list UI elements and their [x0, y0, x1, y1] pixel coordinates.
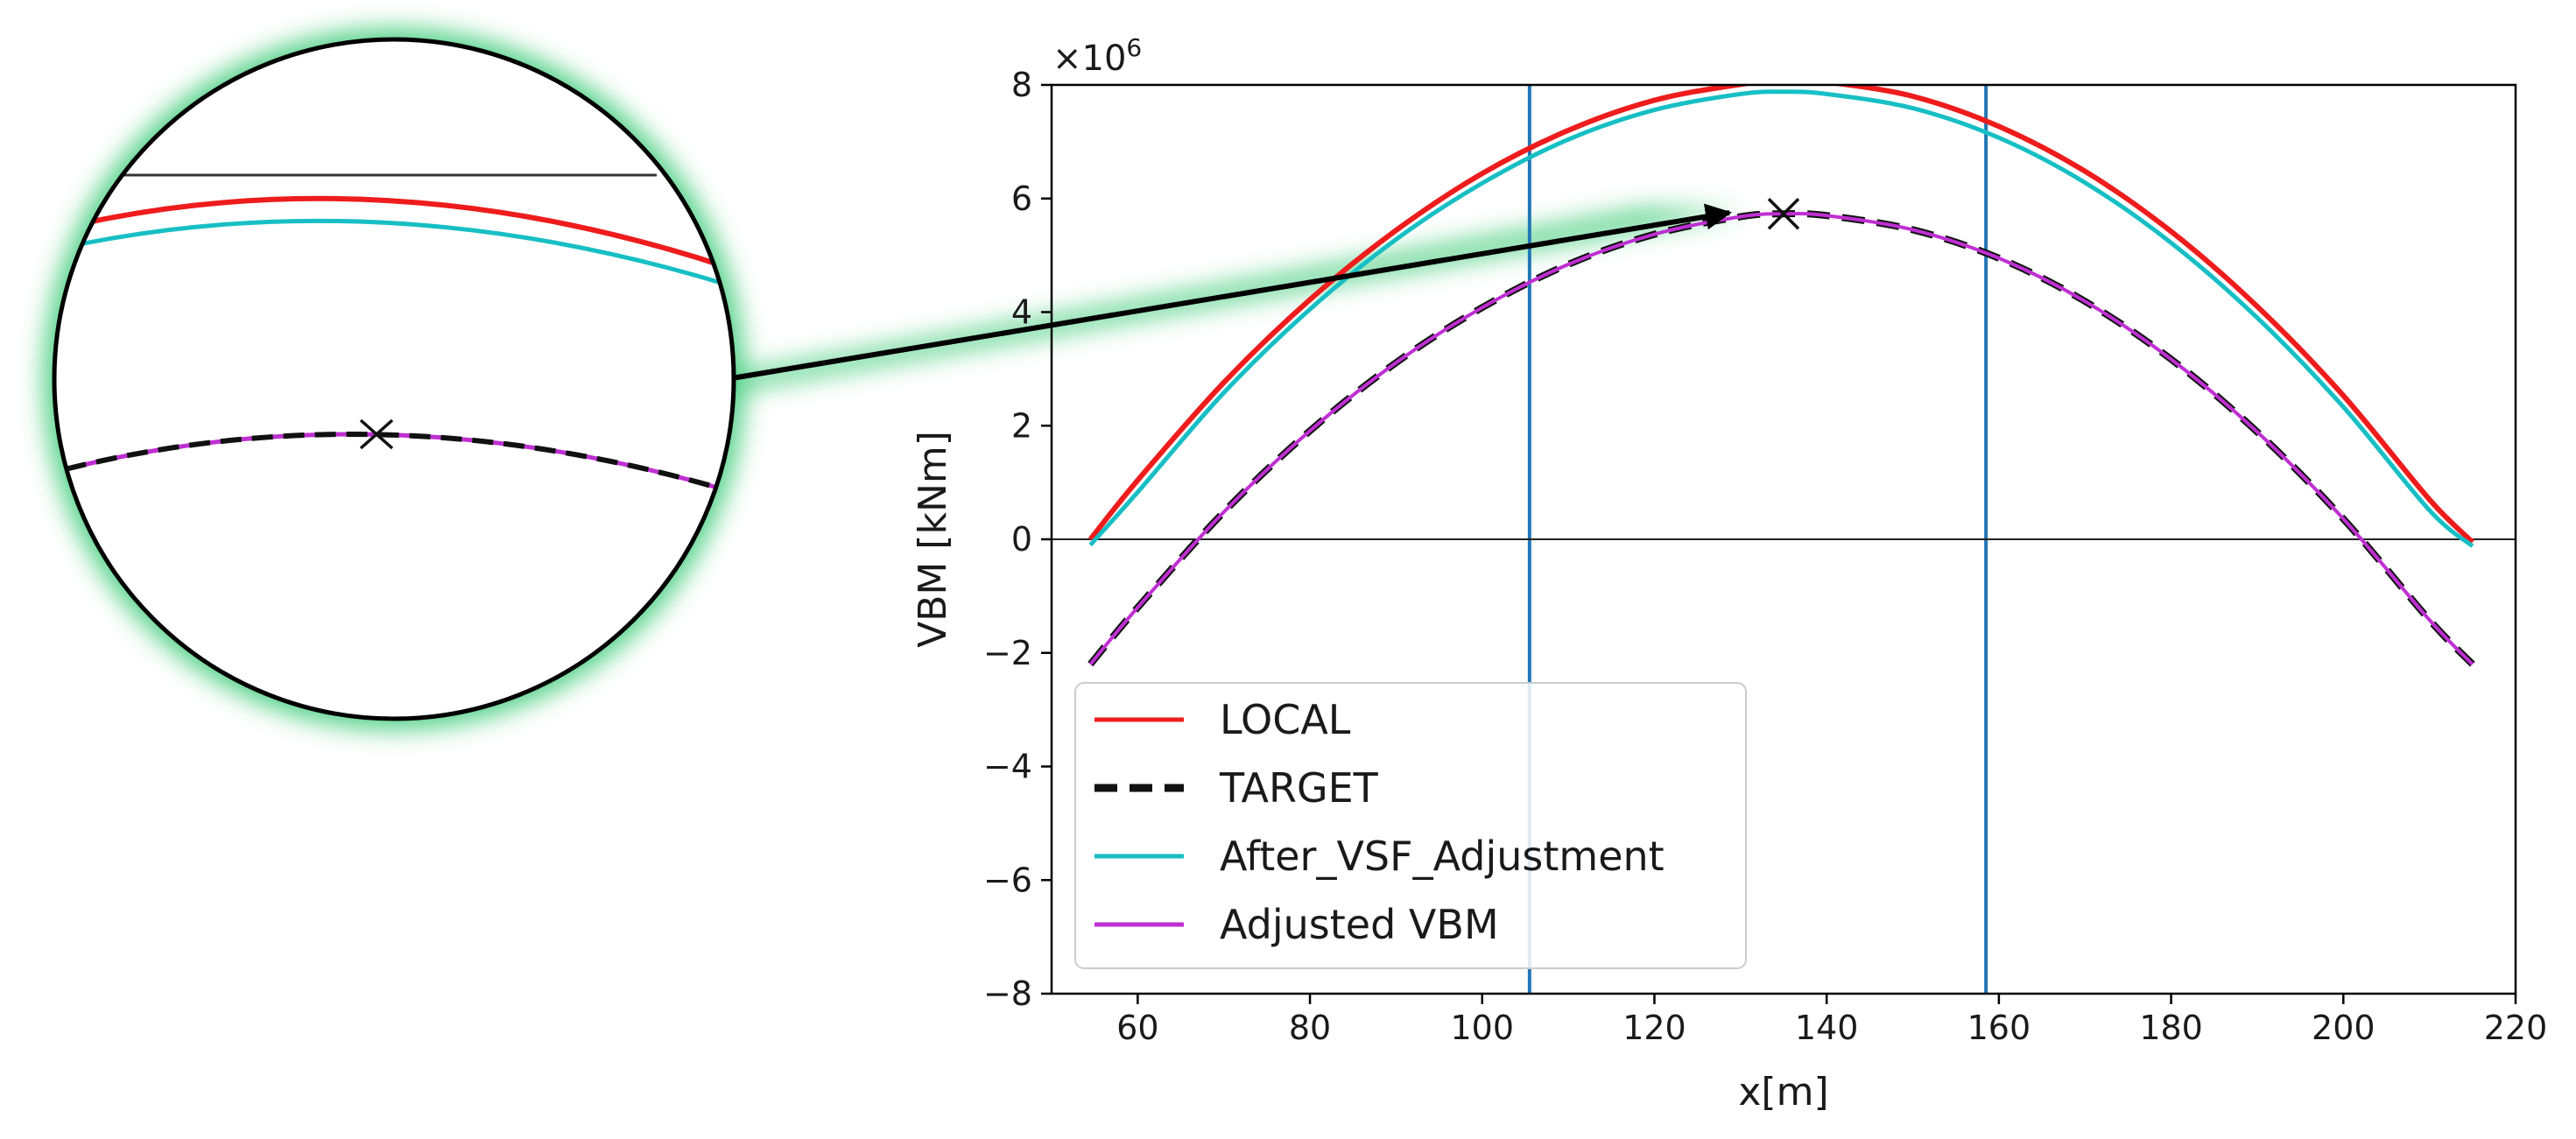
y-multiplier-exponent: 6 — [1126, 33, 1142, 62]
x-tick-label-80: 80 — [1289, 1009, 1331, 1047]
zoom-x-marker — [359, 418, 394, 450]
x-tick-label-220: 220 — [2484, 1009, 2548, 1047]
y-tick-label--6: −6 — [983, 861, 1032, 899]
x-tick-label-100: 100 — [1450, 1009, 1514, 1047]
x-tick-label-140: 140 — [1795, 1009, 1859, 1047]
zoom-after-vsf-curve — [54, 218, 728, 287]
legend-label-4: Adjusted VBM — [1220, 901, 1499, 948]
y-multiplier-label: ×106 — [1052, 33, 1142, 79]
x-tick-label-200: 200 — [2312, 1009, 2375, 1047]
series-after-vsf-adjustment — [1088, 89, 2474, 548]
legend-label-2: TARGET — [1219, 764, 1379, 812]
y-tick-label--4: −4 — [983, 748, 1032, 786]
y-axis-label: VBM [kNm] — [911, 431, 955, 648]
x-tick-label-180: 180 — [2139, 1009, 2203, 1047]
legend-box — [1074, 682, 1747, 969]
peak-x-marker — [1767, 198, 1800, 230]
y-axis-ticks: −8 −6 −4 −2 0 2 4 6 8 — [983, 66, 1052, 1013]
legend-label-1: LOCAL — [1220, 696, 1351, 743]
y-tick-label--2: −2 — [983, 634, 1032, 672]
y-tick-label-4: 4 — [1011, 293, 1032, 332]
series-local — [1087, 85, 2474, 545]
x-tick-label-160: 160 — [1967, 1009, 2031, 1047]
peak-marker-stroke-2 — [1767, 198, 1800, 230]
x-axis-label: x[m] — [1738, 1070, 1828, 1114]
legend-label-3: After_VSF_Adjustment — [1220, 833, 1665, 880]
zoom-arrow — [731, 203, 1732, 381]
series-layer — [1087, 85, 2475, 667]
legend: LOCAL TARGET After_VSF_Adjustment Adjusted … — [1074, 682, 1747, 969]
x-tick-label-120: 120 — [1622, 1009, 1686, 1047]
y-tick-label-6: 6 — [1011, 179, 1032, 218]
y-tick-label-0: 0 — [1011, 520, 1032, 559]
zoom-local-curve — [54, 195, 728, 270]
y-tick-label--8: −8 — [983, 974, 1032, 1013]
y-tick-label-2: 2 — [1011, 406, 1032, 445]
x-tick-label-60: 60 — [1116, 1009, 1158, 1047]
x-axis-ticks: 60 80 100 120 140 160 180 200 220 — [1116, 994, 2547, 1047]
zoom-target-curve — [54, 432, 728, 493]
y-tick-label-8: 8 — [1011, 66, 1032, 104]
